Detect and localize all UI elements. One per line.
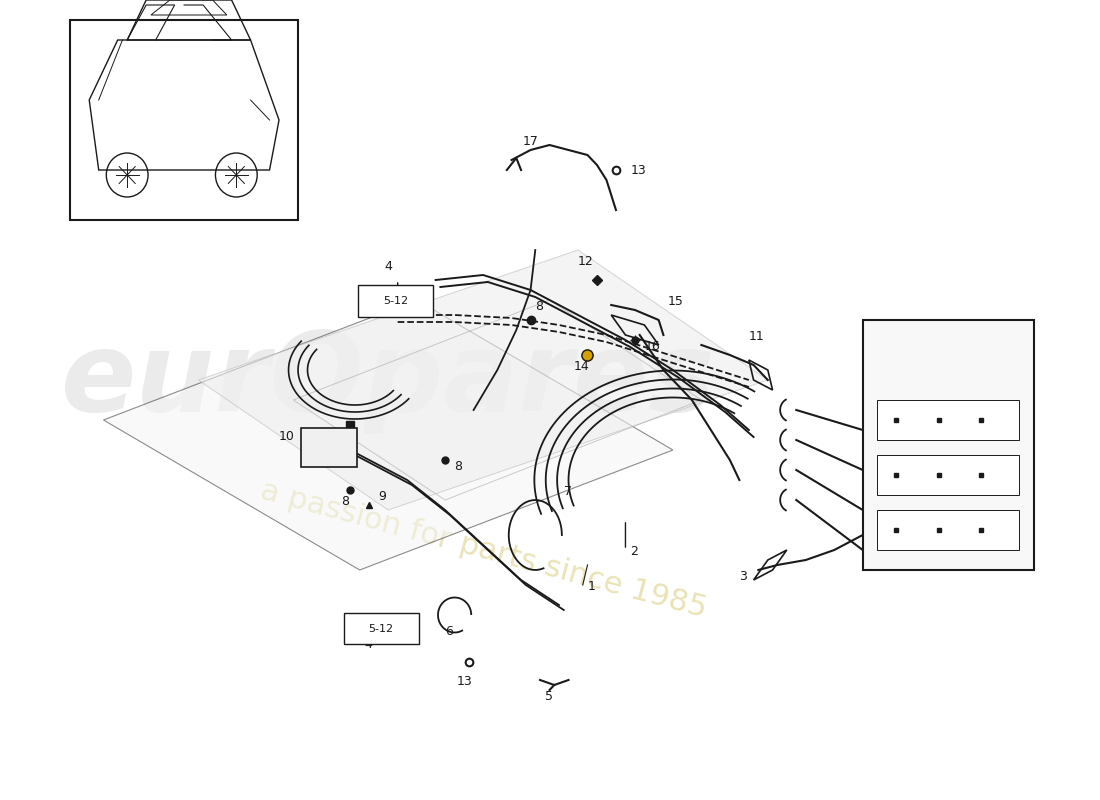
Text: 9: 9 [378,490,386,503]
Text: 10: 10 [279,430,295,443]
Text: 3: 3 [739,570,747,583]
Text: 5: 5 [544,690,553,703]
Text: 14: 14 [573,360,588,373]
Polygon shape [198,250,768,510]
Text: 1: 1 [587,580,595,593]
Text: 12: 12 [578,255,594,268]
FancyBboxPatch shape [70,20,298,220]
Text: 15: 15 [668,295,684,308]
Text: 4: 4 [364,638,372,651]
FancyBboxPatch shape [877,455,1020,495]
Text: 11: 11 [749,330,764,343]
Text: 8: 8 [341,495,349,508]
FancyBboxPatch shape [343,613,419,644]
Polygon shape [103,300,673,570]
Text: 16: 16 [645,340,660,353]
Text: a passion for parts since 1985: a passion for parts since 1985 [256,476,710,624]
FancyBboxPatch shape [877,400,1020,440]
Text: 8: 8 [454,460,463,473]
Text: 8: 8 [536,300,543,313]
Text: 13: 13 [456,675,472,688]
FancyBboxPatch shape [358,285,432,317]
Text: 7: 7 [564,485,572,498]
Text: 6: 6 [446,625,453,638]
Text: 13: 13 [630,163,646,177]
Text: 17: 17 [522,135,539,148]
FancyBboxPatch shape [862,320,1034,570]
Text: 5-12: 5-12 [368,623,394,634]
Text: 2: 2 [630,545,638,558]
FancyBboxPatch shape [877,510,1020,550]
FancyBboxPatch shape [301,428,356,467]
Text: eurOpares: eurOpares [60,326,715,434]
Text: 5-12: 5-12 [383,296,408,306]
Text: 4: 4 [384,260,392,273]
